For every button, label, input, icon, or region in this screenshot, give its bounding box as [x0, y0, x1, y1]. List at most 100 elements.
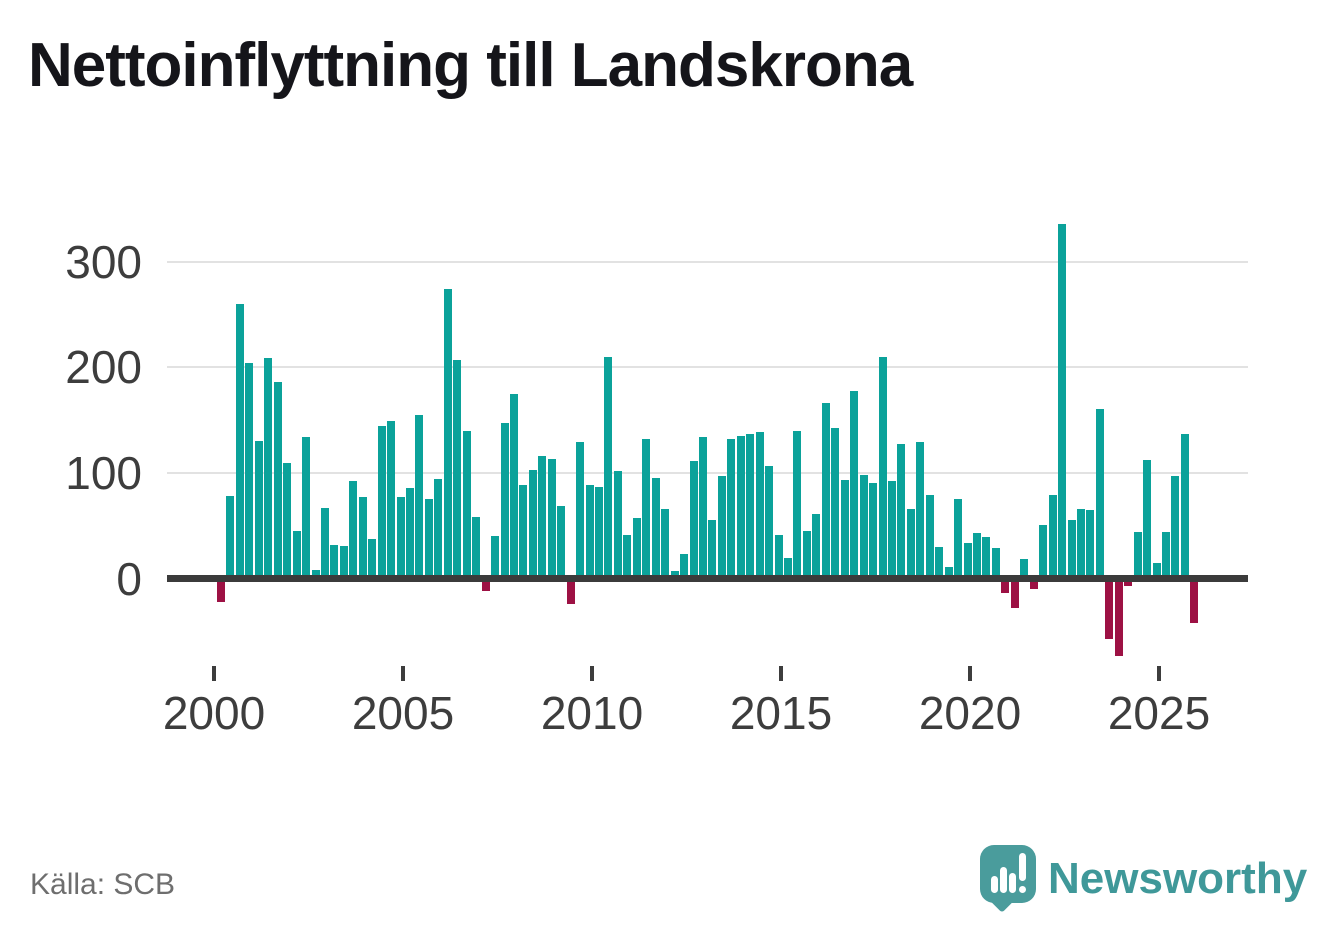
bar-2022-Q2 [1058, 223, 1067, 579]
bar-2013-Q2 [717, 476, 726, 579]
bar-2012-Q3 [689, 461, 698, 579]
bar-2022-Q1 [1048, 495, 1057, 579]
x-axis-tick-label: 2010 [540, 687, 644, 739]
bar-2019-Q3 [954, 499, 963, 579]
bar-2016-Q4 [850, 390, 859, 579]
bar-2016-Q1 [821, 403, 830, 579]
bar-2025-Q1 [1162, 532, 1170, 579]
bar-2015-Q3 [802, 530, 811, 579]
x-axis-tick [1157, 666, 1161, 681]
bar-2019-Q2 [944, 566, 953, 579]
bar-2000-Q1 [217, 578, 225, 602]
x-axis-tick-label: 2025 [1107, 687, 1211, 739]
x-axis-line [167, 575, 1248, 582]
bar-2006-Q4 [472, 517, 481, 579]
source-note: Källa: SCB [30, 868, 176, 901]
bar-2007-Q3 [500, 423, 509, 579]
bar-2019-Q4 [963, 542, 972, 579]
bar-2014-Q1 [746, 433, 755, 579]
bar-2007-Q2 [491, 536, 500, 579]
speech-bubble [980, 845, 1036, 903]
bar-2003-Q4 [358, 497, 367, 579]
bar-2015-Q2 [793, 430, 802, 579]
bar-2024-Q3 [1143, 460, 1152, 579]
bar-2011-Q1 [632, 518, 641, 579]
bar-2016-Q2 [831, 427, 840, 579]
bar-2015-Q1 [784, 558, 792, 579]
bar-2010-Q1 [595, 486, 603, 579]
bar-2006-Q3 [462, 430, 471, 579]
y-axis-tick-label: 300 [65, 235, 142, 288]
bar-2003-Q3 [349, 481, 358, 579]
gridline [167, 471, 1248, 474]
bar-2008-Q3 [538, 456, 547, 579]
x-axis-tick [401, 666, 405, 681]
bar-2001-Q4 [283, 463, 292, 579]
logo-mini-bar-3 [1009, 873, 1016, 893]
bar-2024-Q4 [1152, 562, 1161, 579]
bar-2003-Q2 [339, 545, 348, 579]
bar-2018-Q4 [925, 495, 934, 579]
x-axis-tick-label: 2000 [162, 687, 266, 739]
bar-2009-Q1 [557, 505, 566, 579]
bar-2013-Q3 [727, 439, 736, 579]
y-axis-tick-label: 100 [65, 446, 142, 499]
bar-2003-Q1 [330, 544, 339, 579]
bar-2025-Q4 [1190, 578, 1199, 623]
bar-2011-Q4 [661, 508, 670, 579]
bar-2018-Q2 [906, 508, 915, 579]
newsworthy-logo-icon [980, 843, 1036, 915]
bar-2020-Q3 [991, 547, 1000, 579]
x-axis-tick [779, 666, 783, 681]
bar-2020-Q4 [1001, 578, 1010, 594]
bar-2002-Q1 [292, 530, 301, 579]
bar-2021-Q3 [1029, 578, 1038, 590]
bar-2018-Q3 [916, 442, 925, 579]
bar-2002-Q3 [311, 570, 320, 579]
bar-2001-Q2 [264, 357, 273, 579]
bar-2024-Q1 [1124, 578, 1133, 586]
bar-2009-Q2 [566, 578, 575, 604]
bar-2023-Q2 [1095, 408, 1104, 579]
x-axis-tick-label: 2005 [351, 687, 455, 739]
bar-2017-Q2 [869, 483, 878, 579]
logo-mini-bar-2 [1000, 867, 1007, 893]
y-axis-tick-label: 0 [116, 552, 142, 605]
bar-2009-Q4 [585, 484, 594, 579]
logo-exclamation-bar [1019, 853, 1026, 881]
bar-2006-Q2 [453, 359, 462, 579]
bar-2007-Q4 [509, 393, 518, 579]
gridline [167, 260, 1248, 263]
x-axis-tick [590, 666, 594, 681]
bar-2014-Q2 [755, 431, 764, 579]
bar-2008-Q1 [519, 484, 528, 579]
bar-2004-Q4 [396, 497, 405, 579]
bar-2011-Q2 [642, 439, 651, 579]
bar-2004-Q3 [387, 421, 396, 579]
bar-2005-Q1 [406, 487, 414, 579]
bar-2009-Q3 [576, 442, 585, 579]
bar-2006-Q1 [443, 289, 452, 579]
bar-2020-Q2 [982, 537, 991, 579]
brand-name: Newsworthy [1048, 854, 1308, 903]
bar-2023-Q4 [1114, 578, 1123, 656]
bar-2001-Q3 [273, 382, 282, 579]
bar-2023-Q3 [1105, 578, 1114, 639]
bar-2021-Q1 [1010, 578, 1019, 609]
bar-2017-Q3 [878, 356, 887, 579]
gridline [167, 366, 1248, 369]
bar-2021-Q2 [1020, 559, 1029, 579]
bar-2012-Q2 [680, 554, 689, 579]
bar-2015-Q4 [812, 514, 821, 579]
bar-2023-Q1 [1086, 509, 1095, 579]
x-axis-tick-label: 2015 [729, 687, 833, 739]
bar-2005-Q3 [424, 499, 433, 579]
bar-2008-Q4 [547, 459, 556, 579]
bar-2018-Q1 [897, 444, 906, 579]
x-axis-tick-label: 2020 [918, 687, 1022, 739]
logo-exclamation-dot [1019, 886, 1026, 893]
bar-2020-Q1 [973, 533, 981, 579]
bar-2013-Q4 [736, 435, 745, 579]
bar-2019-Q1 [935, 546, 944, 579]
bar-2024-Q2 [1133, 532, 1142, 579]
